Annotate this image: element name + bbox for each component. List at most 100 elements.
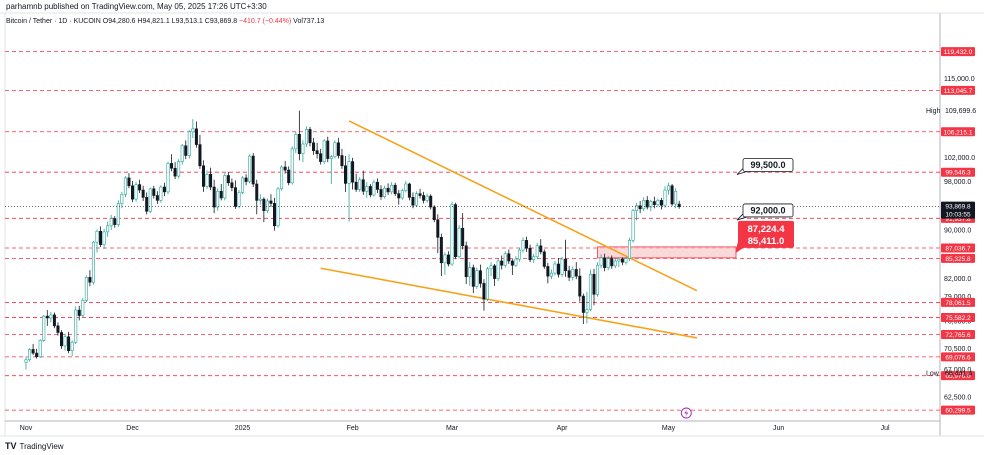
candle-body-144[interactable] [535, 245, 539, 258]
candle-body-125[interactable] [468, 267, 472, 278]
candle-body-8[interactable] [52, 314, 56, 327]
candle-body-176[interactable] [649, 201, 653, 208]
candle-body-41[interactable] [170, 163, 174, 169]
candle-body-163[interactable] [603, 257, 607, 268]
candle-body-123[interactable] [461, 227, 465, 247]
candle-body-18[interactable] [88, 277, 92, 283]
candle-body-95[interactable] [361, 179, 365, 192]
candle-body-138[interactable] [514, 258, 518, 266]
candle-body-119[interactable] [446, 254, 450, 265]
candle-body-164[interactable] [606, 258, 610, 268]
candle-body-158[interactable] [585, 309, 589, 313]
candle-body-110[interactable] [414, 193, 418, 206]
candle-body-0[interactable] [24, 359, 28, 363]
candle-body-113[interactable] [425, 195, 429, 201]
candle-body-26[interactable] [116, 203, 120, 225]
candle-body-47[interactable] [191, 128, 195, 133]
annotation-box-0[interactable] [742, 158, 794, 172]
candle-body-58[interactable] [230, 182, 234, 188]
candle-body-157[interactable] [581, 295, 585, 313]
candle-body-108[interactable] [407, 183, 411, 198]
candle-body-115[interactable] [432, 206, 436, 221]
candle-body-10[interactable] [59, 332, 63, 347]
candle-body-112[interactable] [422, 195, 426, 201]
candle-body-34[interactable] [145, 197, 149, 212]
candle-body-102[interactable] [386, 187, 390, 193]
candle-body-71[interactable] [276, 188, 280, 227]
candle-body-136[interactable] [507, 253, 511, 262]
candle-body-82[interactable] [315, 150, 319, 154]
candle-body-79[interactable] [304, 129, 308, 145]
candle-body-38[interactable] [159, 186, 163, 201]
candle-body-140[interactable] [521, 240, 525, 251]
candle-body-1[interactable] [28, 349, 32, 361]
candle-body-162[interactable] [599, 257, 603, 266]
candle-body-11[interactable] [63, 336, 67, 347]
candle-body-27[interactable] [120, 193, 124, 204]
candle-body-5[interactable] [42, 315, 46, 341]
candle-body-120[interactable] [450, 204, 454, 265]
candle-body-73[interactable] [283, 166, 287, 171]
candle-body-49[interactable] [198, 144, 202, 167]
candle-body-104[interactable] [393, 184, 397, 194]
candle-body-92[interactable] [351, 161, 355, 183]
candle-body-183[interactable] [674, 190, 678, 205]
candle-body-137[interactable] [510, 260, 514, 266]
candle-body-126[interactable] [471, 267, 475, 287]
candle-body-29[interactable] [127, 177, 131, 187]
candle-body-85[interactable] [326, 140, 330, 159]
candle-body-15[interactable] [77, 309, 81, 316]
candle-body-12[interactable] [67, 336, 71, 351]
candle-body-134[interactable] [500, 260, 504, 266]
candle-body-4[interactable] [38, 340, 42, 358]
candle-body-165[interactable] [610, 258, 614, 267]
candle-body-40[interactable] [166, 163, 170, 193]
candle-body-39[interactable] [162, 186, 166, 193]
candle-body-70[interactable] [272, 203, 276, 227]
candle-body-69[interactable] [269, 200, 273, 204]
wedge-lower-line[interactable] [320, 267, 698, 339]
candle-body-23[interactable] [106, 225, 110, 233]
candle-body-48[interactable] [194, 128, 198, 145]
candle-body-89[interactable] [340, 155, 344, 167]
candle-body-177[interactable] [652, 201, 656, 205]
candle-body-24[interactable] [109, 218, 113, 227]
candle-body-42[interactable] [173, 167, 177, 177]
candle-body-83[interactable] [319, 153, 323, 162]
candle-body-66[interactable] [258, 198, 262, 201]
candle-body-130[interactable] [485, 268, 489, 300]
candle-body-180[interactable] [663, 189, 667, 206]
candle-body-62[interactable] [244, 177, 248, 182]
candle-body-127[interactable] [475, 270, 479, 287]
candle-body-118[interactable] [443, 254, 447, 264]
candle-body-182[interactable] [670, 185, 674, 205]
candle-body-32[interactable] [138, 184, 142, 191]
candle-body-63[interactable] [248, 155, 252, 182]
candle-body-22[interactable] [102, 231, 106, 245]
candle-body-145[interactable] [539, 245, 543, 253]
candle-body-65[interactable] [255, 183, 259, 201]
candle-body-181[interactable] [667, 185, 671, 191]
candle-body-54[interactable] [216, 190, 220, 208]
candle-body-178[interactable] [656, 200, 660, 205]
candle-body-61[interactable] [241, 177, 245, 193]
candle-body-128[interactable] [478, 270, 482, 284]
candle-body-105[interactable] [397, 193, 401, 199]
candle-body-31[interactable] [134, 184, 138, 200]
candle-body-87[interactable] [333, 142, 337, 158]
candle-body-45[interactable] [184, 145, 188, 156]
candle-body-184[interactable] [677, 203, 681, 207]
candle-body-133[interactable] [496, 260, 500, 279]
candle-body-107[interactable] [404, 183, 408, 191]
candle-body-78[interactable] [301, 143, 305, 154]
candle-body-20[interactable] [95, 230, 99, 243]
candle-body-50[interactable] [202, 165, 206, 187]
candle-body-86[interactable] [329, 156, 333, 159]
candle-body-76[interactable] [294, 133, 298, 150]
candle-body-139[interactable] [517, 249, 521, 260]
candle-body-155[interactable] [574, 269, 578, 277]
candle-body-117[interactable] [439, 237, 443, 264]
candle-body-151[interactable] [560, 258, 564, 275]
candle-body-106[interactable] [400, 190, 404, 199]
candle-body-81[interactable] [312, 142, 316, 151]
